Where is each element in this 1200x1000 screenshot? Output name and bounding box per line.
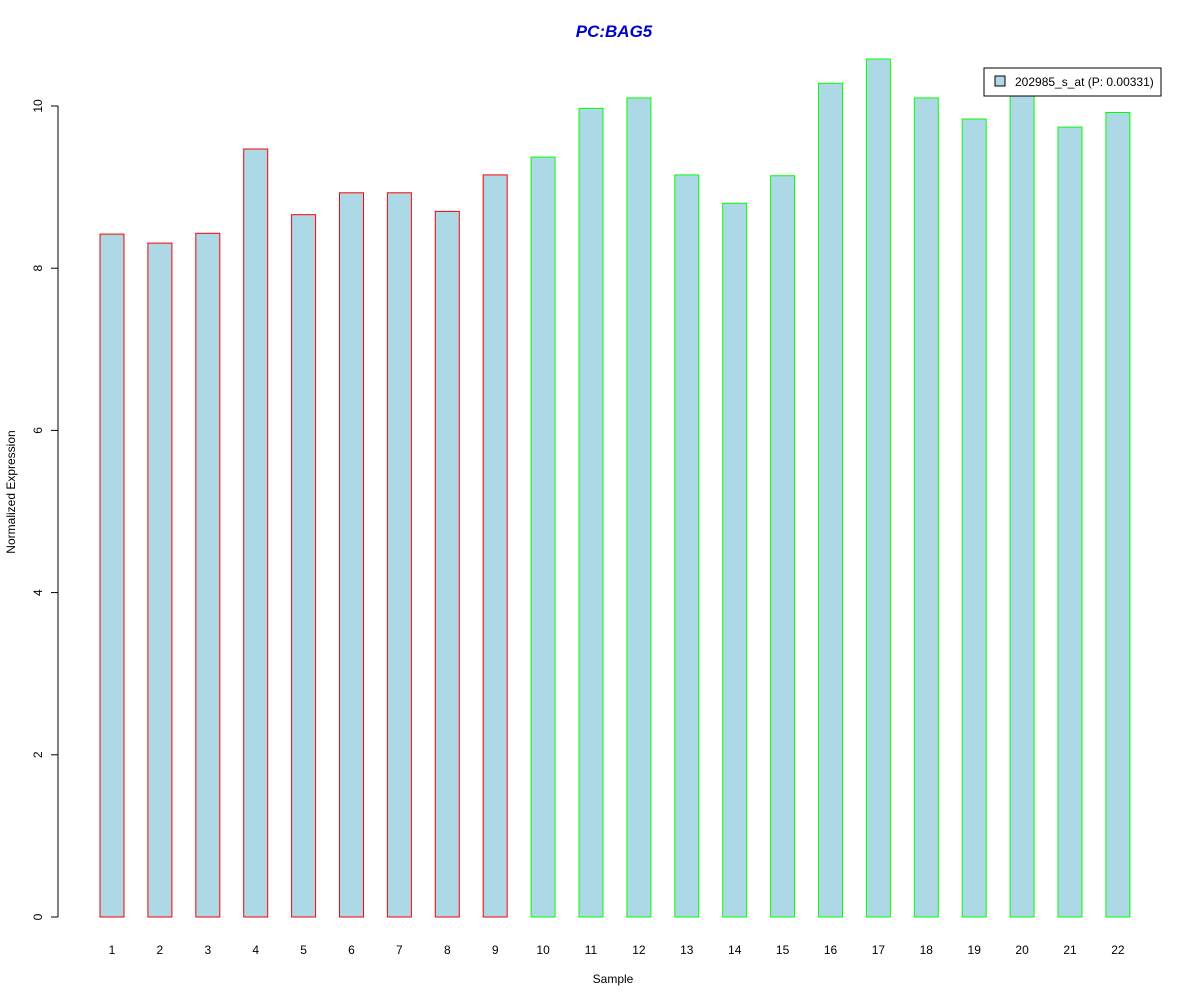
x-tick-label: 20 (1015, 943, 1029, 957)
x-tick-label: 18 (920, 943, 934, 957)
y-tick-label: 6 (31, 427, 45, 434)
bar (99, 233, 125, 918)
bar (530, 156, 556, 918)
chart-title: PC:BAG5 (576, 22, 653, 41)
bars-group (99, 58, 1131, 918)
y-axis-title: Normalized Expression (4, 430, 18, 553)
bar (770, 175, 796, 918)
x-tick-label: 12 (632, 943, 646, 957)
bar (961, 118, 987, 918)
x-tick-label: 5 (300, 943, 307, 957)
y-tick-label: 0 (31, 913, 45, 920)
x-tick-label: 1 (109, 943, 116, 957)
y-tick-label: 2 (31, 751, 45, 758)
x-tick-labels: 1 2 3 4 5 6 7 8 9 10 11 12 13 14 15 16 17 18 19 20 21 22 (109, 943, 1125, 957)
bar (1009, 93, 1035, 918)
bar (147, 242, 173, 918)
x-tick-label: 21 (1063, 943, 1077, 957)
x-axis-title: Sample (593, 972, 634, 986)
x-tick-label: 6 (348, 943, 355, 957)
x-tick-label: 9 (492, 943, 499, 957)
x-tick-label: 3 (204, 943, 211, 957)
x-tick-label: 13 (680, 943, 694, 957)
legend: 202985_s_at (P: 0.00331) (983, 67, 1162, 97)
x-tick-label: 4 (252, 943, 259, 957)
bar (578, 107, 604, 918)
legend-swatch (994, 75, 1006, 87)
legend-label: 202985_s_at (P: 0.00331) (1015, 75, 1154, 89)
bar (913, 97, 939, 918)
y-axis: 0 2 4 6 8 10 (31, 99, 59, 920)
y-tick-label: 4 (31, 589, 45, 596)
x-tick-label: 10 (536, 943, 550, 957)
bar (1057, 126, 1083, 918)
x-tick-label: 15 (776, 943, 790, 957)
x-tick-label: 16 (824, 943, 838, 957)
legend-box (983, 67, 1162, 97)
bar (386, 192, 412, 918)
bar (291, 214, 317, 918)
bar (818, 82, 843, 918)
x-tick-label: 17 (872, 943, 886, 957)
x-tick-label: 22 (1111, 943, 1125, 957)
bar (434, 210, 460, 918)
x-tick-label: 11 (585, 943, 598, 957)
y-tick-label: 10 (31, 99, 45, 113)
bar (243, 148, 269, 918)
bar (339, 192, 364, 918)
y-tick-label: 8 (31, 265, 45, 272)
bar (195, 232, 221, 918)
x-tick-label: 19 (968, 943, 982, 957)
bar (482, 174, 508, 918)
x-tick-label: 7 (396, 943, 403, 957)
bar (674, 174, 700, 918)
bar (626, 97, 652, 918)
x-tick-label: 14 (728, 943, 742, 957)
bar (865, 58, 891, 918)
x-tick-label: 2 (157, 943, 164, 957)
bar (1105, 112, 1131, 918)
x-tick-label: 8 (444, 943, 451, 957)
bar (722, 202, 748, 918)
